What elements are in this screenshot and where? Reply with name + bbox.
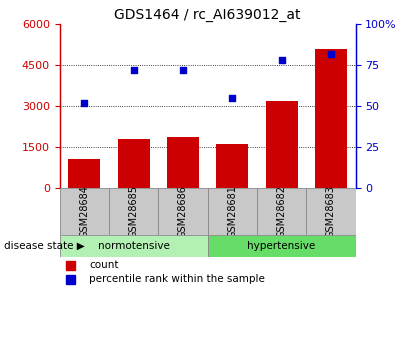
Point [278, 57, 285, 63]
Bar [306, 188, 356, 235]
Text: normotensive: normotensive [98, 241, 169, 251]
Bar [315, 49, 347, 188]
Title: GDS1464 / rc_AI639012_at: GDS1464 / rc_AI639012_at [114, 8, 301, 22]
Point [180, 67, 186, 73]
Text: GSM28686: GSM28686 [178, 185, 188, 238]
Text: GSM28685: GSM28685 [129, 185, 139, 238]
Text: percentile rank within the sample: percentile rank within the sample [89, 274, 265, 284]
Text: GSM28683: GSM28683 [326, 185, 336, 238]
Text: GSM28681: GSM28681 [227, 185, 237, 238]
Point [229, 95, 236, 101]
Bar [68, 159, 100, 188]
Bar [216, 144, 248, 188]
Point [328, 51, 334, 56]
Point [130, 67, 137, 73]
Point [81, 100, 88, 106]
Bar [118, 139, 150, 188]
Text: count: count [89, 260, 119, 270]
Text: GSM28682: GSM28682 [277, 185, 286, 238]
Bar [158, 188, 208, 235]
Bar [167, 138, 199, 188]
Bar [60, 188, 109, 235]
Bar [257, 188, 306, 235]
Bar [109, 188, 158, 235]
Bar [266, 101, 298, 188]
Text: hypertensive: hypertensive [247, 241, 316, 251]
Text: disease state ▶: disease state ▶ [4, 241, 85, 251]
Bar [65, 261, 75, 270]
Text: GSM28684: GSM28684 [79, 185, 89, 238]
Bar [208, 235, 356, 257]
Bar [65, 275, 75, 284]
Bar [60, 235, 208, 257]
Bar [208, 188, 257, 235]
